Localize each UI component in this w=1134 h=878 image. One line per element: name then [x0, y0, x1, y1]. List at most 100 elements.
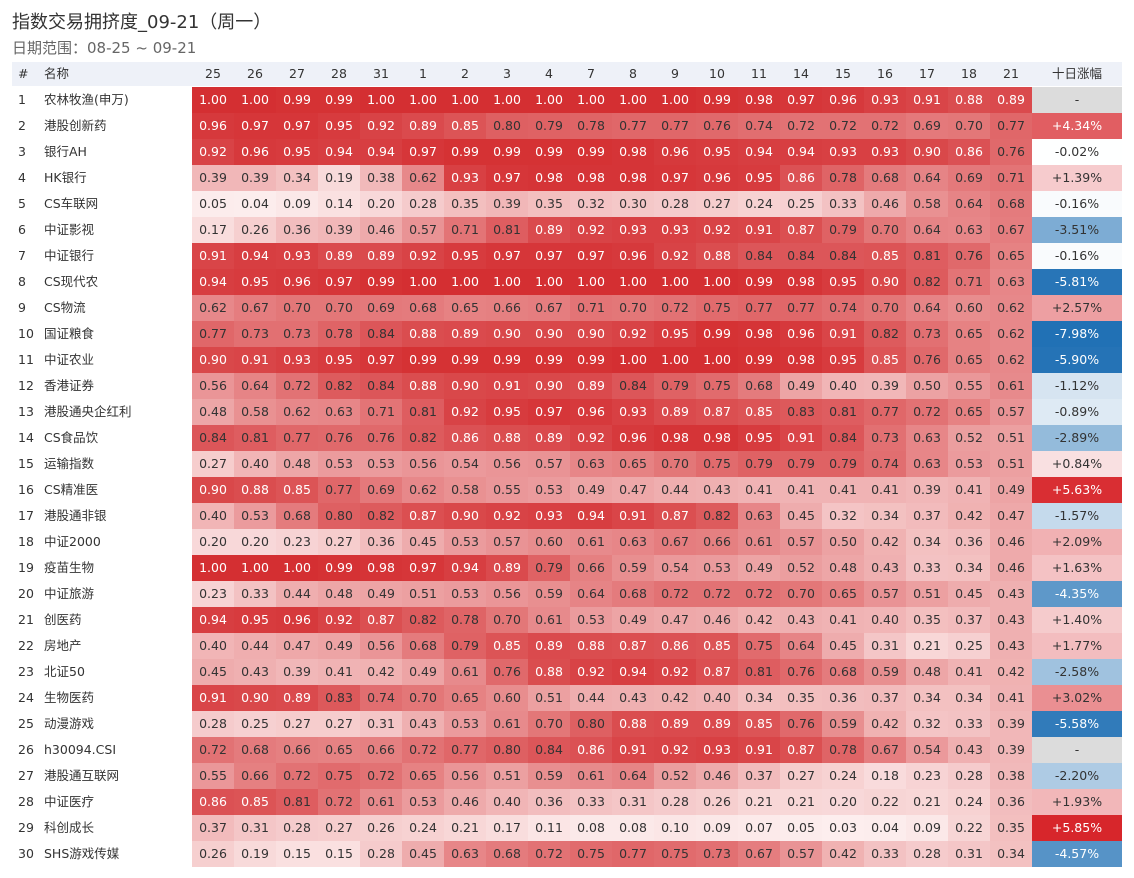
- index-name: 中证银行: [44, 248, 95, 263]
- ten-day-change: +4.34%: [1032, 113, 1122, 139]
- column-header: 28: [318, 62, 360, 86]
- title: 指数交易拥挤度_09-21（周一）: [12, 12, 272, 33]
- crowding-cell: 0.96: [276, 607, 318, 633]
- crowding-cell: 1.00: [612, 87, 654, 113]
- crowding-cell: 0.41: [990, 685, 1032, 711]
- crowding-cell: 0.53: [948, 451, 990, 477]
- crowding-cell: 0.95: [444, 243, 486, 269]
- crowding-cell: 0.62: [402, 165, 444, 191]
- crowding-cell: 0.93: [864, 139, 906, 165]
- crowding-cell: 0.14: [318, 191, 360, 217]
- crowding-cell: 0.99: [486, 347, 528, 373]
- crowding-cell: 0.98: [528, 165, 570, 191]
- crowding-cell: 0.42: [864, 711, 906, 737]
- crowding-cell: 0.57: [864, 581, 906, 607]
- row-index: 19: [18, 560, 34, 575]
- crowding-cell: 0.76: [780, 711, 822, 737]
- crowding-cell: 0.19: [318, 165, 360, 191]
- crowding-cell: 0.65: [948, 347, 990, 373]
- crowding-cell: 0.64: [906, 165, 948, 191]
- index-name: 农林牧渔(申万): [44, 92, 129, 107]
- column-header: 2: [444, 62, 486, 86]
- crowding-cell: 0.92: [654, 737, 696, 763]
- crowding-cell: 0.97: [318, 269, 360, 295]
- crowding-cell: 0.72: [318, 789, 360, 815]
- crowding-cell: 0.81: [402, 399, 444, 425]
- crowding-cell: 0.97: [234, 113, 276, 139]
- crowding-cell: 0.81: [822, 399, 864, 425]
- crowding-cell: 0.82: [906, 269, 948, 295]
- crowding-cell: 0.60: [486, 685, 528, 711]
- crowding-cell: 0.92: [612, 321, 654, 347]
- column-header: 11: [738, 62, 780, 86]
- crowding-cell: 0.53: [402, 789, 444, 815]
- crowding-cell: 0.27: [780, 763, 822, 789]
- crowding-cell: 0.11: [528, 815, 570, 841]
- index-name: CS物流: [44, 300, 86, 315]
- crowding-cell: 0.62: [276, 399, 318, 425]
- crowding-cell: 0.68: [822, 659, 864, 685]
- crowding-cell: 0.47: [990, 503, 1032, 529]
- crowding-cell: 0.24: [402, 815, 444, 841]
- row-index: 11: [18, 352, 34, 367]
- crowding-cell: 0.61: [528, 607, 570, 633]
- crowding-cell: 0.78: [444, 607, 486, 633]
- index-name: 港股通互联网: [44, 768, 120, 783]
- crowding-cell: 0.33: [570, 789, 612, 815]
- crowding-cell: 0.42: [990, 659, 1032, 685]
- crowding-cell: 0.97: [486, 165, 528, 191]
- crowding-cell: 0.45: [948, 581, 990, 607]
- crowding-cell: 0.09: [276, 191, 318, 217]
- crowding-cell: 0.92: [570, 425, 612, 451]
- column-header: 10: [696, 62, 738, 86]
- crowding-cell: 0.10: [654, 815, 696, 841]
- crowding-cell: 0.09: [906, 815, 948, 841]
- crowding-cell: 0.67: [654, 529, 696, 555]
- crowding-cell: 0.63: [906, 451, 948, 477]
- crowding-cell: 0.86: [654, 633, 696, 659]
- crowding-cell: 0.50: [906, 373, 948, 399]
- ten-day-change: -5.90%: [1032, 347, 1122, 373]
- crowding-cell: 0.82: [696, 503, 738, 529]
- crowding-cell: 0.40: [192, 633, 234, 659]
- index-name: 中证影视: [44, 222, 95, 237]
- crowding-cell: 0.96: [780, 321, 822, 347]
- crowding-cell: 0.91: [780, 425, 822, 451]
- crowding-cell: 0.86: [444, 425, 486, 451]
- crowding-cell: 0.87: [696, 659, 738, 685]
- crowding-cell: 0.99: [738, 347, 780, 373]
- crowding-cell: 0.89: [570, 373, 612, 399]
- crowding-cell: 0.82: [402, 607, 444, 633]
- crowding-cell: 0.42: [948, 503, 990, 529]
- crowding-cell: 0.94: [570, 503, 612, 529]
- crowding-cell: 0.93: [612, 217, 654, 243]
- crowding-cell: 0.94: [612, 659, 654, 685]
- crowding-cell: 0.71: [570, 295, 612, 321]
- crowding-cell: 0.86: [192, 789, 234, 815]
- crowding-cell: 0.49: [612, 607, 654, 633]
- crowding-cell: 0.89: [528, 425, 570, 451]
- ten-day-change: -5.81%: [1032, 269, 1122, 295]
- crowding-cell: 0.80: [486, 737, 528, 763]
- crowding-cell: 0.21: [738, 789, 780, 815]
- crowding-cell: 0.92: [360, 113, 402, 139]
- crowding-cell: 0.77: [780, 295, 822, 321]
- crowding-cell: 0.28: [276, 815, 318, 841]
- row-index: 23: [18, 664, 34, 679]
- crowding-cell: 0.72: [654, 581, 696, 607]
- index-name: 北证50: [44, 664, 85, 679]
- index-name: 港股通央企红利: [44, 404, 132, 419]
- crowding-cell: 0.95: [318, 113, 360, 139]
- crowding-cell: 0.43: [612, 685, 654, 711]
- crowding-cell: 0.93: [276, 347, 318, 373]
- index-name: 国证粮食: [44, 326, 95, 341]
- crowding-cell: 0.72: [822, 113, 864, 139]
- crowding-cell: 0.70: [864, 217, 906, 243]
- crowding-cell: 0.39: [276, 659, 318, 685]
- crowding-cell: 0.34: [864, 503, 906, 529]
- crowding-cell: 0.88: [402, 373, 444, 399]
- crowding-cell: 0.91: [192, 685, 234, 711]
- crowding-cell: 0.46: [990, 555, 1032, 581]
- crowding-cell: 0.57: [486, 529, 528, 555]
- row-index: 30: [18, 846, 34, 861]
